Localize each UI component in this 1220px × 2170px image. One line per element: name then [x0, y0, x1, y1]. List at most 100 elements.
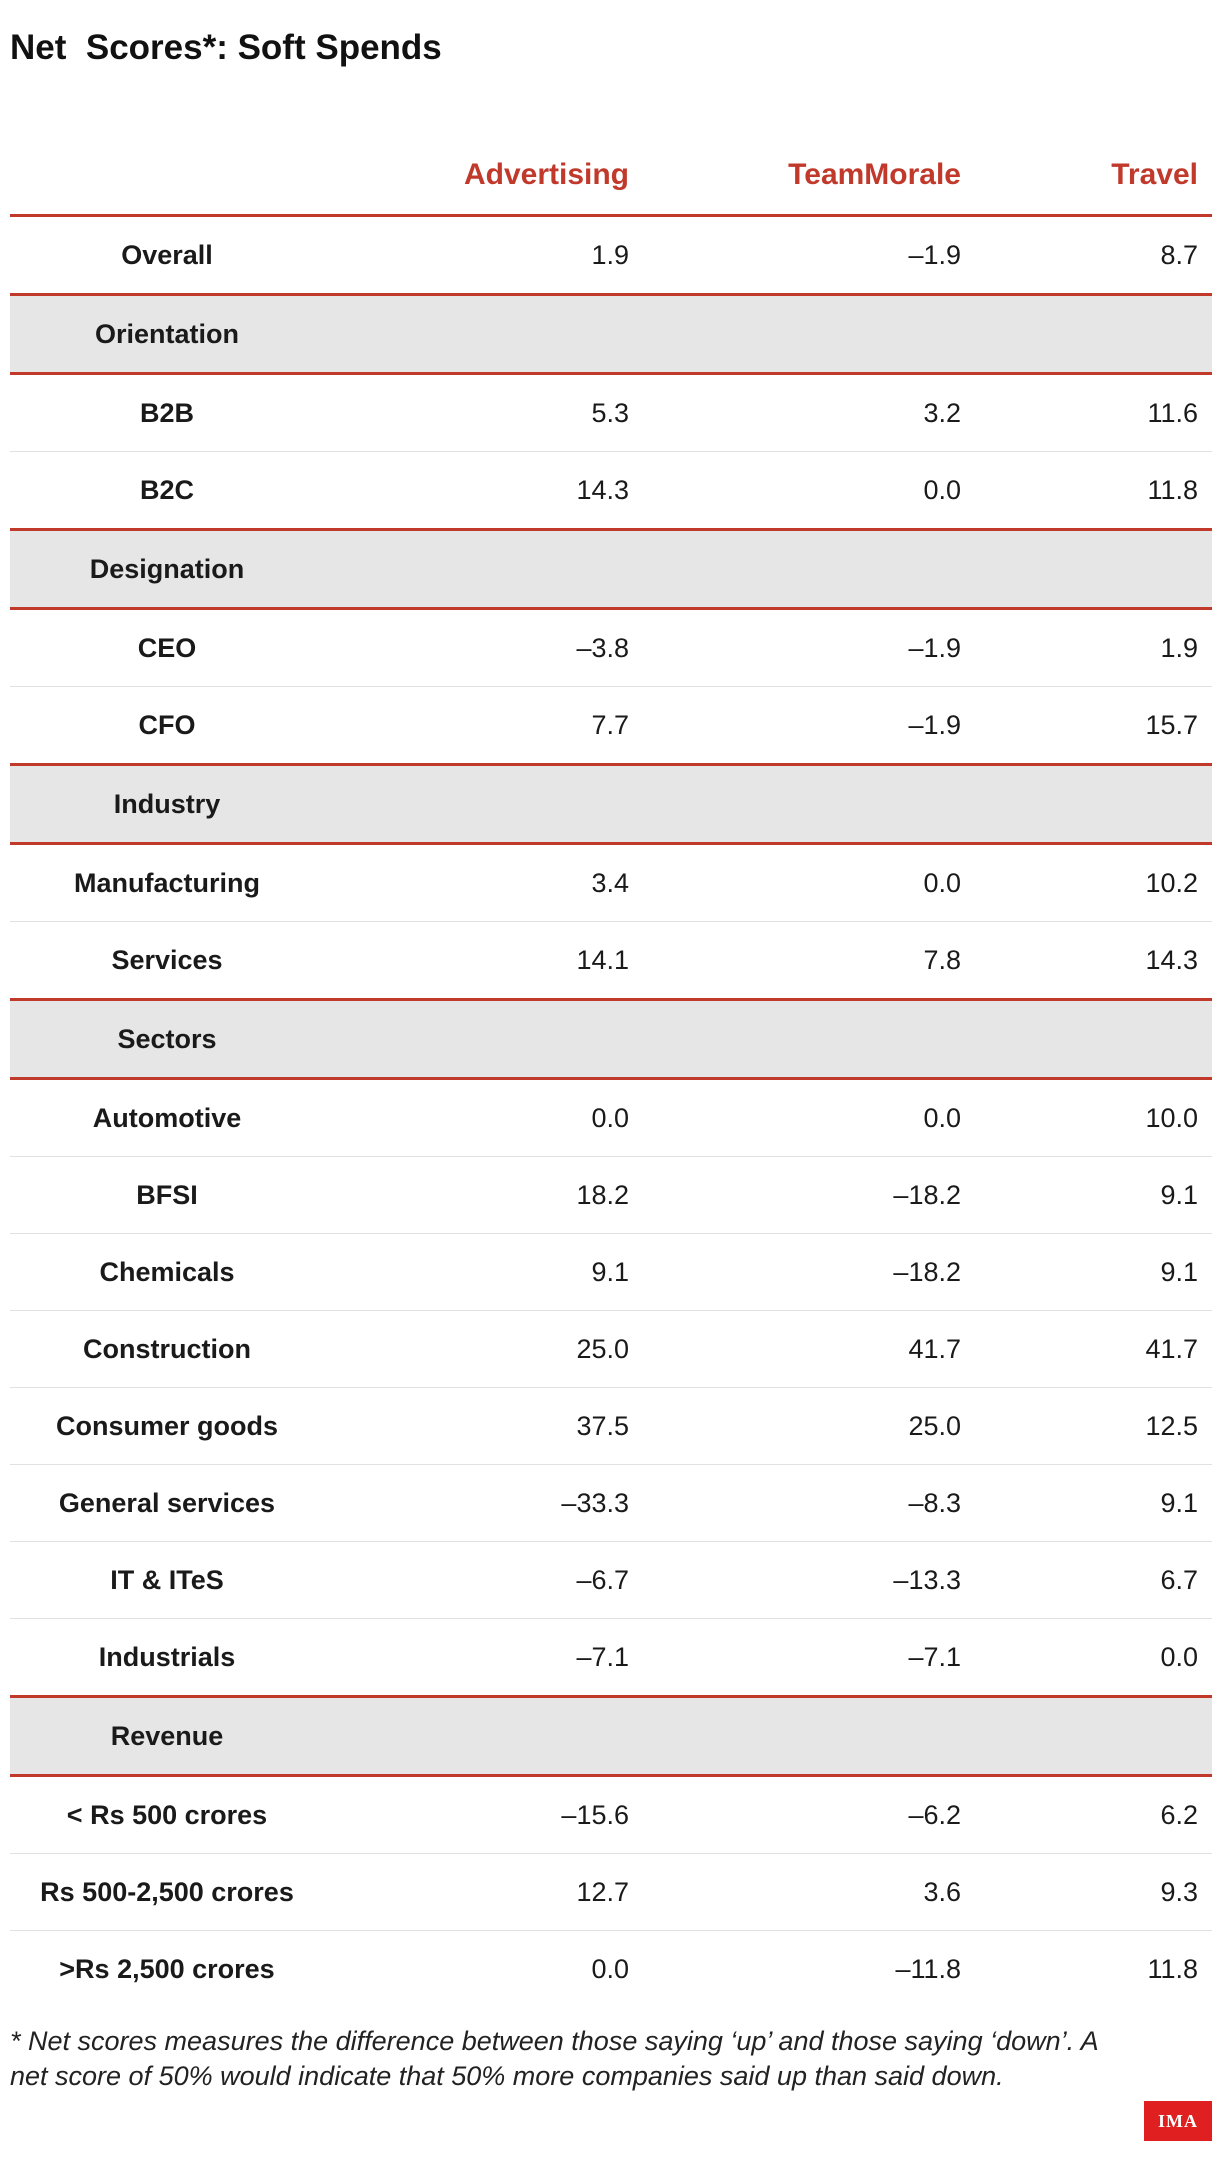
group-header-row: Sectors — [10, 1001, 1212, 1080]
cell-advertising: 3.4 — [591, 868, 629, 898]
cell-travel: 9.1 — [1160, 1257, 1198, 1287]
cell-travel: 10.2 — [1145, 868, 1198, 898]
row-label: IT & ITeS — [110, 1565, 224, 1595]
row-label: Automotive — [92, 1103, 242, 1133]
cell-travel: 10.0 — [1145, 1103, 1198, 1133]
cell-advertising: 0.0 — [591, 1103, 629, 1133]
cell-advertising: 37.5 — [576, 1411, 629, 1441]
column-header-travel: Travel — [1111, 158, 1198, 191]
cell-advertising: –15.6 — [561, 1800, 629, 1830]
cell-advertising: 7.7 — [591, 710, 629, 740]
table-row: >Rs 2,500 crores 0.0 –11.8 11.8 — [10, 1931, 1212, 2007]
cell-advertising: 18.2 — [576, 1180, 629, 1210]
row-label: CEO — [137, 633, 197, 663]
row-label: Chemicals — [99, 1257, 235, 1287]
cell-teammorale: –1.9 — [908, 240, 961, 270]
row-label: BFSI — [136, 1180, 198, 1210]
table-row: B2C 14.3 0.0 11.8 — [10, 452, 1212, 531]
row-label: B2C — [139, 475, 194, 505]
group-label: Industry — [113, 789, 221, 819]
cell-teammorale: –13.3 — [893, 1565, 961, 1595]
footnote: * Net scores measures the difference bet… — [10, 2026, 1098, 2091]
cell-travel: 6.2 — [1160, 1800, 1198, 1830]
cell-travel: 9.3 — [1160, 1877, 1198, 1907]
table-body: Overall 1.9 –1.9 8.7 Orientation B2B 5.3 3.2 11.… — [10, 217, 1212, 2007]
cell-teammorale: 0.0 — [923, 1103, 961, 1133]
cell-teammorale: –18.2 — [893, 1180, 961, 1210]
row-label: Services — [111, 945, 223, 975]
row-label: >Rs 2,500 crores — [59, 1954, 275, 1984]
group-label: Designation — [89, 554, 245, 584]
cell-teammorale: 7.8 — [923, 945, 961, 975]
chart-title: Net Scores*: Soft Spends — [10, 28, 442, 67]
table-row: Chemicals 9.1 –18.2 9.1 — [10, 1234, 1212, 1311]
cell-teammorale: –6.2 — [908, 1800, 961, 1830]
cell-teammorale: –7.1 — [908, 1642, 961, 1672]
cell-teammorale: 3.2 — [923, 398, 961, 428]
group-label: Orientation — [94, 319, 239, 349]
cell-teammorale: 0.0 — [923, 475, 961, 505]
cell-teammorale: –1.9 — [908, 710, 961, 740]
cell-advertising: 9.1 — [591, 1257, 629, 1287]
group-header-row: Designation — [10, 531, 1212, 610]
table-row: B2B 5.3 3.2 11.6 — [10, 375, 1212, 452]
table-row: Manufacturing 3.4 0.0 10.2 — [10, 845, 1212, 922]
group-header-row: Revenue — [10, 1698, 1212, 1777]
table-row: CEO –3.8 –1.9 1.9 — [10, 610, 1212, 687]
row-label: < Rs 500 crores — [66, 1800, 268, 1830]
cell-travel: 9.1 — [1160, 1488, 1198, 1518]
cell-teammorale: –1.9 — [908, 633, 961, 663]
table-row: Construction 25.0 41.7 41.7 — [10, 1311, 1212, 1388]
row-label: B2B — [139, 398, 194, 428]
table-row: Overall 1.9 –1.9 8.7 — [10, 217, 1212, 296]
row-label: Manufacturing — [74, 868, 260, 898]
group-header-row: Orientation — [10, 296, 1212, 375]
table-row: IT & ITeS –6.7 –13.3 6.7 — [10, 1542, 1212, 1619]
cell-advertising: –3.8 — [576, 633, 629, 663]
cell-advertising: –33.3 — [561, 1488, 629, 1518]
cell-advertising: 12.7 — [576, 1877, 629, 1907]
group-label: Revenue — [110, 1721, 224, 1751]
cell-travel: 6.7 — [1160, 1565, 1198, 1595]
cell-travel: 11.8 — [1147, 1954, 1198, 1984]
table-row: CFO 7.7 –1.9 15.7 — [10, 687, 1212, 766]
cell-advertising: 25.0 — [576, 1334, 629, 1364]
table-row: BFSI 18.2 –18.2 9.1 — [10, 1157, 1212, 1234]
row-label: Industrials — [98, 1642, 236, 1672]
row-label: CFO — [138, 710, 196, 740]
cell-teammorale: 25.0 — [908, 1411, 961, 1441]
cell-travel: 9.1 — [1160, 1180, 1198, 1210]
cell-advertising: –6.7 — [576, 1565, 629, 1595]
cell-teammorale: 0.0 — [923, 868, 961, 898]
cell-travel: 15.7 — [1145, 710, 1198, 740]
cell-advertising: 0.0 — [591, 1954, 629, 1984]
cell-travel: 11.8 — [1147, 475, 1198, 505]
row-label: Construction — [83, 1334, 251, 1364]
cell-teammorale: –18.2 — [893, 1257, 961, 1287]
cell-travel: 14.3 — [1145, 945, 1198, 975]
cell-teammorale: 41.7 — [908, 1334, 961, 1364]
cell-teammorale: 3.6 — [923, 1877, 961, 1907]
column-header-advertising: Advertising — [463, 158, 629, 191]
row-label: Overall — [121, 240, 213, 270]
cell-advertising: 1.9 — [591, 240, 629, 270]
cell-travel: 11.6 — [1147, 398, 1198, 428]
cell-travel: 1.9 — [1160, 633, 1198, 663]
net-scores-table: Advertising TeamMorale Travel Overall 1.9… — [10, 130, 1212, 2007]
row-label: Rs 500-2,500 crores — [40, 1877, 294, 1907]
cell-teammorale: –11.8 — [895, 1954, 961, 1984]
table-row: Automotive 0.0 0.0 10.0 — [10, 1080, 1212, 1157]
row-label: Consumer goods — [55, 1411, 278, 1441]
table-row: < Rs 500 crores –15.6 –6.2 6.2 — [10, 1777, 1212, 1854]
cell-advertising: 14.3 — [576, 475, 629, 505]
cell-travel: 8.7 — [1160, 240, 1198, 270]
ima-logo: IMA — [1144, 2101, 1212, 2141]
table-row: Consumer goods 37.5 25.0 12.5 — [10, 1388, 1212, 1465]
table-row: Services 14.1 7.8 14.3 — [10, 922, 1212, 1001]
cell-teammorale: –8.3 — [908, 1488, 961, 1518]
row-label: General services — [58, 1488, 276, 1518]
column-header-teammorale: TeamMorale — [788, 158, 961, 191]
cell-advertising: 5.3 — [591, 398, 629, 428]
cell-travel: 0.0 — [1160, 1642, 1198, 1672]
table-row: General services –33.3 –8.3 9.1 — [10, 1465, 1212, 1542]
